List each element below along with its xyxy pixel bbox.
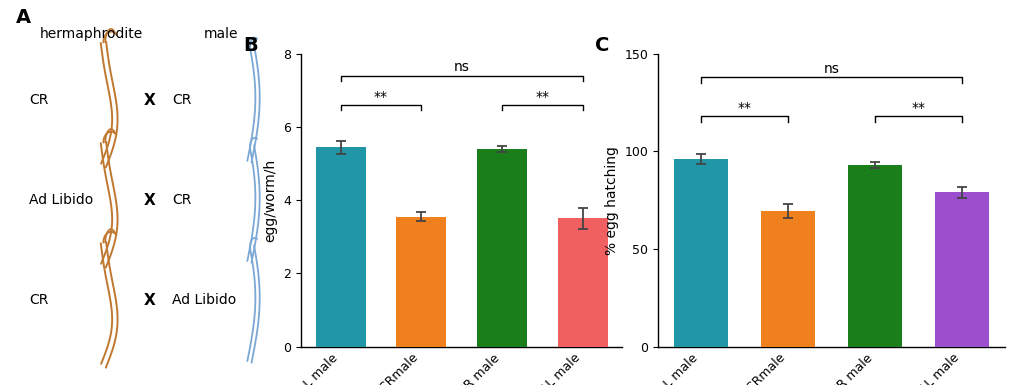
Text: Ad Libido: Ad Libido: [30, 193, 94, 207]
Bar: [477, 149, 527, 346]
Text: **: **: [374, 90, 387, 104]
Text: B: B: [243, 36, 258, 55]
Text: X: X: [144, 293, 155, 308]
Text: X: X: [144, 93, 155, 107]
Text: ns: ns: [453, 60, 469, 74]
Text: hermaphrodite: hermaphrodite: [40, 27, 143, 41]
Bar: [673, 159, 727, 346]
Bar: [760, 211, 814, 346]
Text: CR: CR: [30, 93, 49, 107]
Y-axis label: egg/worm/h: egg/worm/h: [263, 159, 277, 242]
Bar: [557, 218, 607, 346]
Bar: [395, 217, 445, 346]
Text: **: **: [911, 101, 924, 115]
Text: X: X: [144, 193, 155, 208]
Text: C: C: [595, 36, 609, 55]
Text: **: **: [737, 101, 750, 115]
Text: ns: ns: [822, 62, 839, 76]
Text: A: A: [15, 8, 31, 27]
Bar: [315, 147, 365, 346]
Text: Ad Libido: Ad Libido: [172, 293, 236, 307]
Bar: [934, 192, 988, 346]
Text: **: **: [535, 90, 548, 104]
Text: CR: CR: [30, 293, 49, 307]
Text: CR: CR: [172, 193, 192, 207]
Text: CR: CR: [172, 93, 192, 107]
Bar: [847, 165, 901, 346]
Text: male: male: [204, 27, 238, 41]
Y-axis label: % egg hatching: % egg hatching: [604, 146, 619, 254]
